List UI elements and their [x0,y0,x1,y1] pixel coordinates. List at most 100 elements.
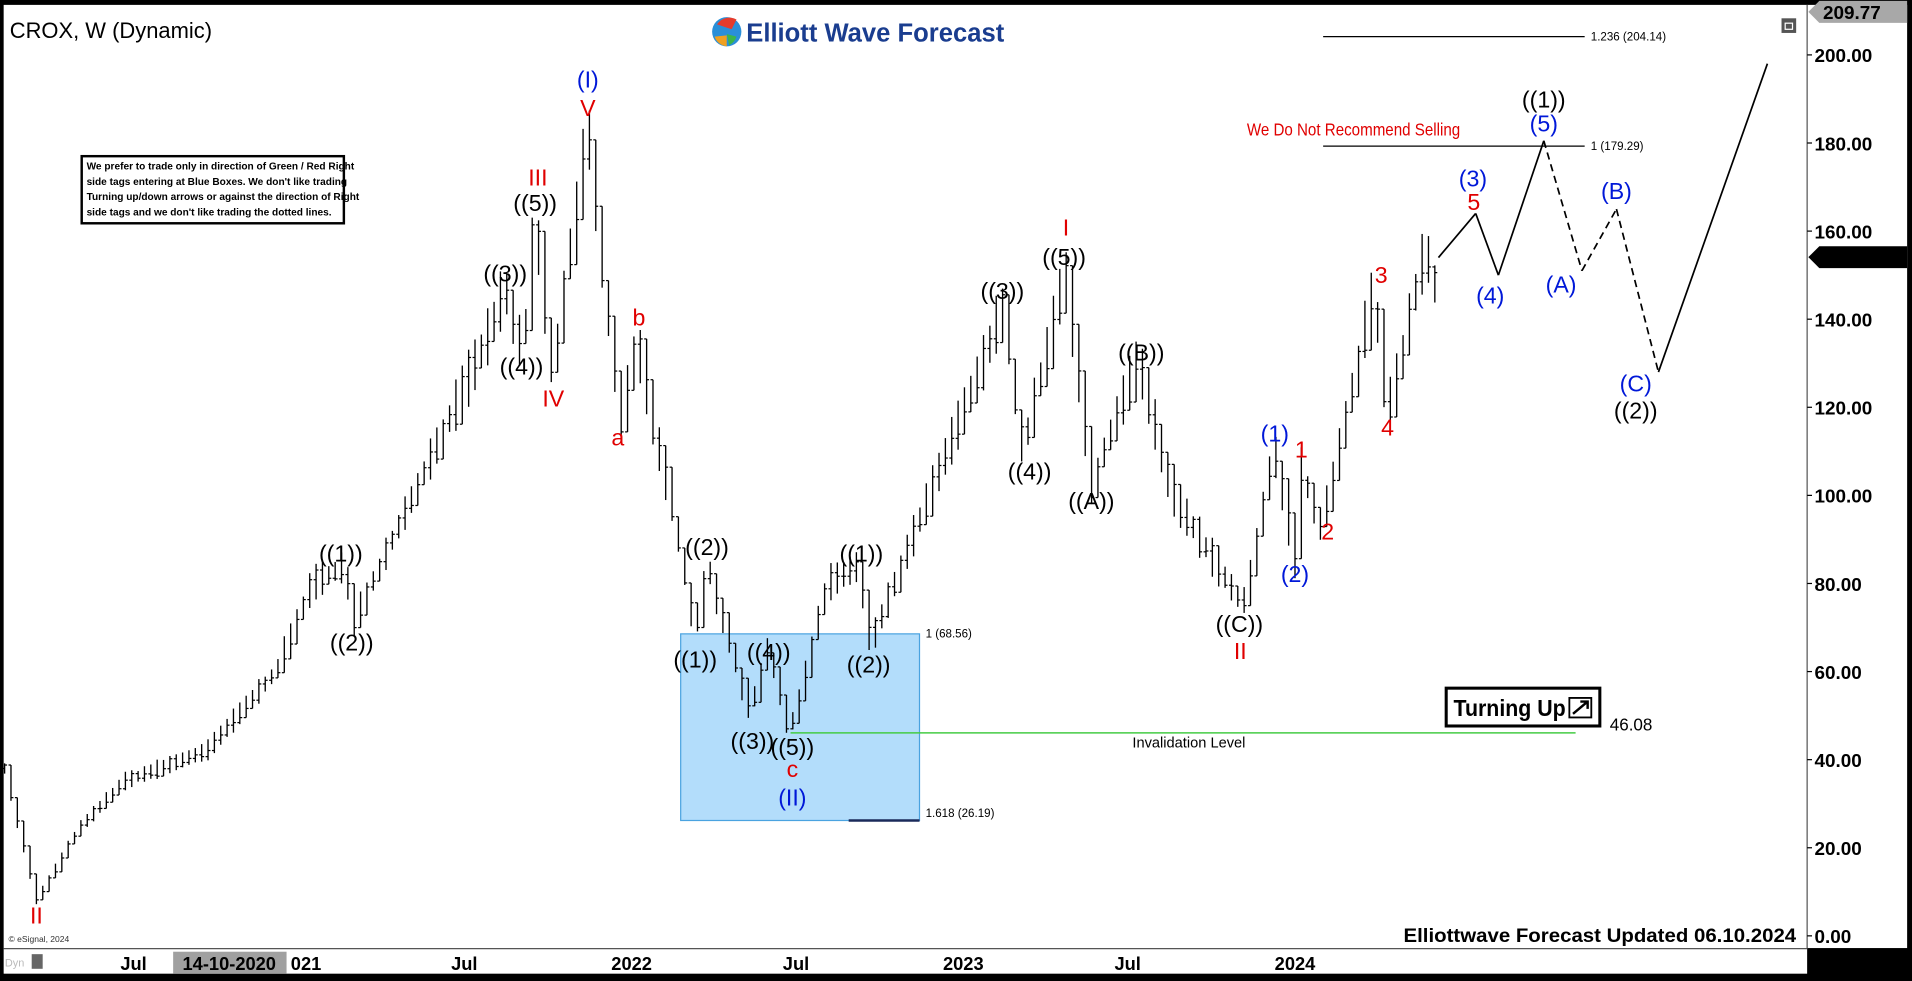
ohlc-bar [1114,396,1120,442]
ohlc-bar [1406,293,1412,356]
ohlc-bar [65,840,71,859]
ohlc-bar [618,370,624,441]
ohlc-bar [1184,498,1190,536]
ohlc-bar [561,270,567,344]
ohlc-bar [866,589,872,651]
ohlc-bar [873,617,878,648]
ohlc-bar [1356,345,1361,398]
fib-label: 1.236 (204.14) [1591,31,1666,43]
ohlc-bar [1197,516,1203,558]
ohlc-bar [1267,456,1273,501]
fib-label: 1 (68.56) [926,629,972,641]
ohlc-bar [1368,272,1374,351]
ohlc-bar [911,515,917,557]
restore-window-button[interactable] [1781,18,1797,33]
ohlc-bar [2,763,8,774]
ohlc-bar [745,677,751,718]
projection-segment [1474,213,1500,276]
ohlc-bar [1190,516,1196,539]
dyn-label[interactable]: Dyn [5,957,25,969]
ohlc-bar [962,387,967,435]
wave-label: 1 [1295,436,1308,462]
ohlc-bar [841,562,847,587]
crosshair-date: 14-10-2020 [183,953,276,974]
ohlc-bar [33,873,39,905]
ohlc-bar [205,739,211,761]
y-tick-label: 40.00 [1814,751,1861,772]
ohlc-bar [1038,362,1044,397]
y-tick-label: 100.00 [1814,487,1872,508]
last-price-tag-bg [1808,246,1908,269]
ohlc-bar [281,636,287,674]
ohlc-bar [1095,457,1101,499]
ohlc-bar [542,230,548,334]
wave-label: ((3)) [981,278,1025,304]
ohlc-bar [707,561,713,585]
ohlc-bar [313,563,319,600]
ohlc-bar [192,748,198,763]
wave-label: (I) [577,66,599,92]
wave-label: ((4)) [500,354,544,380]
ohlc-bar [1248,559,1253,607]
ohlc-bar [879,604,885,629]
wave-label: ((1)) [840,540,884,566]
wave-label: (A) [1546,272,1577,298]
ohlc-bar [675,516,681,552]
wave-label: ((C)) [1216,611,1264,637]
ohlc-bar [72,831,77,845]
turning-up-text: Turning Up [1454,695,1566,721]
ohlc-bar [402,496,408,530]
wave-label: (II) [778,784,806,810]
ohlc-bar [186,750,192,765]
ohlc-bar [625,365,630,433]
crosshair-date-bg [173,951,287,974]
ohlc-bar [1000,288,1006,344]
ohlc-bar [453,379,459,431]
wave-label: b [632,304,645,330]
y-tick-label: 60.00 [1814,663,1861,684]
ohlc-bar [631,336,637,391]
y-tick-label: 20.00 [1814,839,1861,860]
ohlc-bar [389,530,395,550]
ohlc-bar [777,666,783,706]
ohlc-bar [796,689,802,724]
ohlc-bar [122,771,128,791]
ohlc-bar [567,228,573,280]
ohlc-bar [377,558,383,582]
ohlc-bar [1254,528,1260,577]
price-axis[interactable] [1807,4,1908,949]
y-tick-label: 200.00 [1814,46,1872,67]
ohlc-bar [1381,308,1387,408]
ohlc-bar [180,752,186,768]
ohlc-bar [27,845,33,879]
ohlc-bar [243,695,249,719]
wave-label: ((4)) [1008,458,1052,484]
ohlc-bar [84,813,90,827]
ohlc-bar [1260,491,1266,537]
ohlc-bar [828,563,834,601]
x-tick-label: 2024 [1275,953,1316,974]
ohlc-bar [428,438,433,480]
ohlc-bar [682,547,688,585]
ohlc-bar [408,486,414,513]
ohlc-bar [892,571,897,597]
ohlc-bar [1082,370,1088,457]
wave-label: III [528,165,547,191]
ohlc-bar [955,400,961,450]
ohlc-bar [599,205,605,288]
ohlc-bar [1146,367,1152,424]
x-tick-label: Jul [451,953,477,974]
projection-segment [1657,63,1769,373]
wave-label: ((1)) [1522,86,1566,112]
ohlc-bar [974,356,980,404]
ohlc-bar [942,438,948,475]
wave-label: ((5)) [771,734,815,760]
ohlc-bar [40,885,46,901]
wave-label: ((2)) [330,629,374,655]
ohlc-bar [332,561,338,581]
ohlc-bar [231,708,236,733]
ohlc-bar [1057,268,1063,325]
wave-label: (5) [1530,111,1558,137]
time-axis[interactable] [3,948,1808,974]
